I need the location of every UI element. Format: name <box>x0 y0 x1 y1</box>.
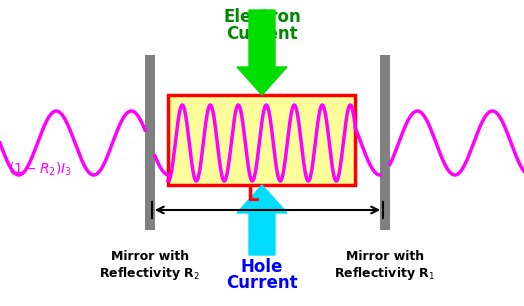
Text: Current: Current <box>226 274 298 292</box>
Text: Current: Current <box>226 25 298 43</box>
Bar <box>380 55 390 230</box>
Text: $(1-R_2)I_3$: $(1-R_2)I_3$ <box>8 161 72 178</box>
FancyArrow shape <box>237 10 287 95</box>
Text: Electron: Electron <box>223 8 301 26</box>
Text: Hole: Hole <box>241 258 283 276</box>
Text: L: L <box>246 186 259 205</box>
Bar <box>145 55 155 230</box>
Text: Mirror with
Reflectivity R$_2$: Mirror with Reflectivity R$_2$ <box>100 250 201 282</box>
Bar <box>168 95 355 185</box>
FancyArrow shape <box>237 185 287 255</box>
Text: Mirror with
Reflectivity R$_1$: Mirror with Reflectivity R$_1$ <box>334 250 435 282</box>
